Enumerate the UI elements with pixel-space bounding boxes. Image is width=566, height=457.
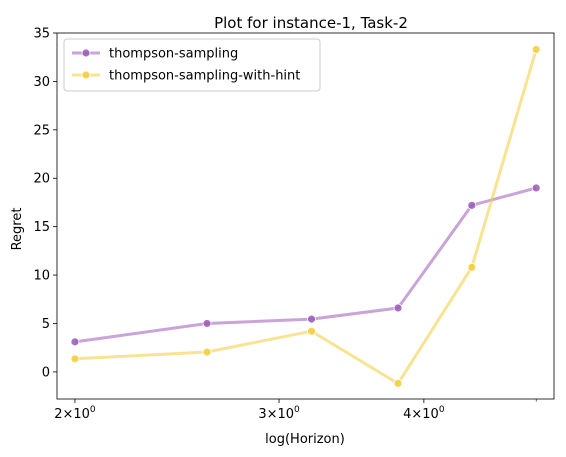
x-tick-label: 2×100	[54, 405, 96, 422]
y-tick-label: 5	[42, 317, 50, 332]
data-point	[307, 326, 316, 336]
legend-label: thompson-sampling-with-hint	[109, 69, 300, 84]
x-tick-label: 3×100	[258, 405, 300, 422]
plot-area	[70, 45, 541, 388]
x-axis: 2×100 3×100 4×100	[54, 399, 537, 422]
y-tick-label: 30	[33, 75, 50, 90]
legend-swatch-marker	[81, 70, 91, 80]
x-axis-title: log(Horizon)	[265, 432, 345, 447]
legend: thompson-sampling thompson-sampling-with-…	[63, 38, 321, 92]
data-point	[467, 200, 477, 210]
y-tick-label: 15	[33, 220, 50, 235]
data-point	[531, 183, 541, 193]
legend-box	[63, 38, 321, 92]
data-point	[531, 45, 541, 54]
y-tick-label: 35	[33, 27, 50, 42]
data-point	[307, 314, 316, 324]
y-axis-title: Regret	[10, 208, 25, 251]
data-point	[393, 303, 403, 313]
data-point	[70, 354, 80, 364]
data-point	[70, 337, 80, 347]
data-point	[202, 319, 212, 328]
x-tick-label: 4×100	[403, 405, 445, 422]
chart-title: Plot for instance-1, Task-2	[214, 14, 408, 32]
y-axis: 0 5 10 15 20 25 30 35	[33, 27, 57, 380]
data-point	[202, 347, 212, 357]
y-tick-label: 20	[33, 172, 50, 187]
legend-swatch-marker	[81, 48, 91, 58]
series-line-2	[74, 49, 538, 385]
y-tick-label: 0	[42, 365, 50, 380]
data-point	[393, 379, 403, 388]
y-tick-label: 25	[33, 123, 50, 138]
series-line-1	[74, 186, 537, 344]
data-point	[467, 262, 477, 272]
plot-frame	[56, 32, 555, 400]
y-tick-label: 10	[33, 269, 50, 284]
legend-label: thompson-sampling	[109, 47, 238, 62]
